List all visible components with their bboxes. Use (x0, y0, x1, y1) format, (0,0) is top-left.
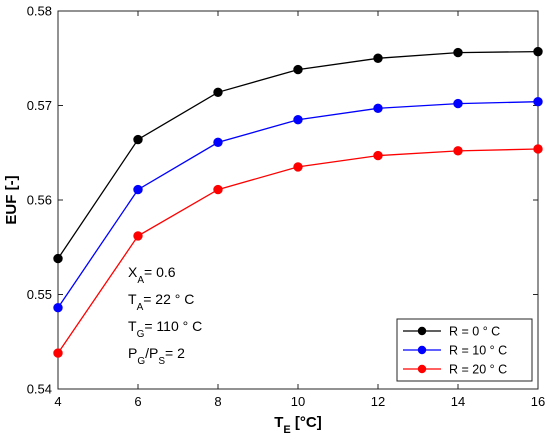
x-tick-label: 10 (291, 394, 305, 409)
annotation-text: PG/PS= 2 (128, 345, 185, 367)
data-point (213, 137, 223, 148)
x-tick-label: 12 (371, 394, 385, 409)
data-point (53, 348, 63, 358)
legend-marker (417, 326, 427, 336)
legend-marker (417, 345, 427, 355)
data-point (53, 253, 63, 264)
axes: 4 6 8 10 12 14 16 0.54 0.55 0.56 0.57 0.58 TE [°C] EU… (3, 4, 545, 437)
data-point (533, 46, 543, 57)
legend-marker (417, 364, 427, 374)
x-tick-label: 16 (531, 394, 545, 409)
data-point (533, 97, 543, 107)
data-point (133, 231, 143, 241)
y-tick-label: 0.58 (27, 4, 52, 19)
x-tick-label: 14 (451, 394, 465, 409)
y-axis-title: EUF [-] (3, 175, 20, 224)
data-point (133, 134, 143, 145)
annotations: XA= 0.6 TA= 22 ° C TG= 110 ° C PG/PS= 2 (128, 264, 202, 367)
data-point (373, 53, 383, 63)
data-point (293, 114, 303, 125)
data-point (453, 98, 463, 109)
x-tick-label: 8 (214, 394, 221, 409)
data-point (293, 162, 303, 172)
series-layer (53, 46, 543, 358)
data-point (53, 303, 63, 313)
legend-label: R = 20 ° C (449, 363, 507, 377)
annotation-text: XA= 0.6 (128, 264, 176, 286)
y-tick-label: 0.57 (27, 98, 52, 113)
y-tick-label: 0.54 (27, 382, 52, 397)
data-point (373, 103, 383, 114)
x-tick-label: 4 (54, 394, 61, 409)
annotation-text: TA= 22 ° C (128, 291, 194, 313)
legend-label: R = 10 ° C (449, 344, 507, 358)
data-point (533, 144, 543, 154)
legend: R = 0 ° C R = 10 ° C R = 20 ° C (396, 318, 533, 382)
y-tick-label: 0.56 (27, 193, 52, 208)
data-point (133, 184, 143, 195)
data-point (453, 146, 463, 156)
data-point (213, 87, 223, 97)
data-point (213, 184, 223, 195)
y-tick-label: 0.55 (27, 287, 52, 302)
annotation-text: TG= 110 ° C (128, 318, 202, 340)
data-point (373, 150, 383, 161)
x-axis-title: TE [°C] (274, 414, 322, 436)
data-point (293, 64, 303, 75)
x-tick-label: 6 (134, 394, 141, 409)
data-point (453, 47, 463, 58)
legend-label: R = 0 ° C (449, 325, 500, 339)
